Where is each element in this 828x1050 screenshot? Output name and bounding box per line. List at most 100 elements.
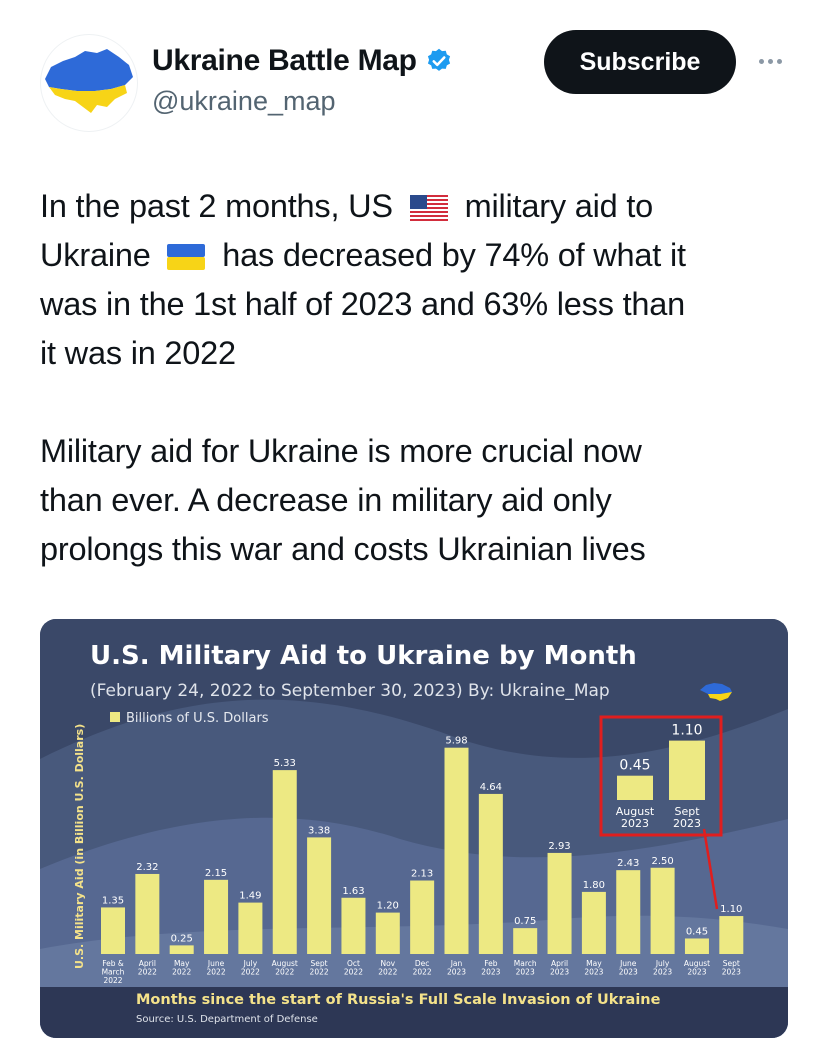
x-tick-label-15-1: 2023	[619, 968, 638, 977]
legend-label: Billions of U.S. Dollars	[126, 711, 269, 726]
x-tick-label-1-1: 2022	[138, 968, 157, 977]
x-tick-label-14-0: May	[586, 959, 602, 968]
display-name-text: Ukraine Battle Map	[152, 44, 417, 77]
chart-source: Source: U.S. Department of Defense	[136, 1014, 318, 1025]
legend-swatch	[110, 712, 120, 722]
bar-8	[375, 912, 400, 954]
x-tick-label-18-0: Sept	[723, 959, 740, 968]
bar-value-label-10: 5.98	[445, 736, 467, 747]
x-tick-label-3-1: 2022	[207, 968, 226, 977]
bar-value-label-5: 5.33	[274, 758, 296, 769]
inset-value-label-1: 1.10	[671, 723, 702, 739]
x-tick-label-10-1: 2023	[447, 968, 466, 977]
bar-value-label-11: 4.64	[480, 782, 502, 793]
subscribe-button[interactable]: Subscribe	[544, 30, 736, 94]
x-tick-label-15-0: June	[619, 959, 637, 968]
inset-bar-1	[669, 740, 705, 800]
display-name[interactable]: Ukraine Battle Map	[152, 44, 453, 78]
ukraine-map-icon	[45, 49, 133, 113]
x-tick-label-8-0: Nov	[380, 959, 395, 968]
bar-2	[169, 945, 194, 954]
inset-tick-label-0-0: August	[616, 805, 655, 818]
x-tick-label-13-1: 2023	[550, 968, 569, 977]
x-tick-label-16-1: 2023	[653, 968, 672, 977]
x-tick-label-17-1: 2023	[687, 968, 706, 977]
inset-highlight-box	[599, 715, 723, 837]
x-tick-label-13-0: April	[551, 959, 568, 968]
bar-5	[272, 770, 297, 954]
x-tick-label-14-1: 2023	[584, 968, 603, 977]
x-tick-label-16-0: July	[655, 959, 670, 968]
bar-value-label-12: 0.75	[514, 916, 536, 927]
x-axis-label: Months since the start of Russia's Full …	[136, 992, 661, 1008]
bar-value-label-6: 3.38	[308, 825, 330, 836]
bar-4	[238, 902, 263, 954]
x-tick-label-0-0: Feb &	[102, 959, 124, 968]
inset-tick-label-1-1: 2023	[673, 817, 701, 830]
bar-9	[410, 880, 435, 954]
tweet-paragraph-2: Military aid for Ukraine is more crucial…	[40, 433, 646, 567]
x-tick-label-6-0: Sept	[311, 959, 328, 968]
subtitle-flag-icon	[700, 683, 732, 701]
bar-value-label-9: 2.13	[411, 869, 433, 880]
chart-title: U.S. Military Aid to Ukraine by Month	[90, 641, 637, 671]
x-tick-label-4-1: 2022	[241, 968, 260, 977]
more-icon[interactable]	[750, 46, 790, 76]
x-tick-label-17-0: August	[684, 959, 710, 968]
bar-value-label-16: 2.50	[651, 856, 673, 867]
inset-connector-line	[702, 828, 719, 910]
bar-value-label-8: 1.20	[377, 901, 399, 912]
inset-tick-label-0-1: 2023	[621, 817, 649, 830]
x-tick-label-0-1: March	[102, 968, 125, 977]
bar-1	[135, 873, 160, 954]
bar-value-label-18: 1.10	[720, 904, 742, 915]
x-tick-label-11-0: Feb	[484, 959, 498, 968]
x-tick-label-8-1: 2022	[378, 968, 397, 977]
bar-value-label-1: 2.32	[136, 862, 158, 873]
verified-badge-icon	[427, 48, 450, 71]
inset-tick-label-1-0: Sept	[674, 805, 700, 818]
bar-13	[547, 852, 572, 954]
handle[interactable]: @ukraine_map	[152, 86, 336, 116]
bar-value-label-15: 2.43	[617, 858, 639, 869]
bar-value-label-4: 1.49	[239, 891, 261, 902]
x-tick-label-2-0: May	[174, 959, 190, 968]
bar-chart: U.S. Military Aid to Ukraine by Month (F…	[40, 619, 788, 1038]
x-tick-label-1-0: April	[139, 959, 156, 968]
bar-17	[684, 938, 709, 954]
bar-value-label-13: 2.93	[548, 841, 570, 852]
bar-value-label-14: 1.80	[583, 880, 605, 891]
inset-bar-0	[617, 775, 653, 800]
avatar[interactable]	[40, 34, 138, 132]
x-tick-label-7-0: Oct	[347, 959, 360, 968]
tweet-image[interactable]: U.S. Military Aid to Ukraine by Month (F…	[40, 619, 788, 1038]
bar-value-label-7: 1.63	[342, 886, 364, 897]
x-tick-label-3-0: June	[207, 959, 225, 968]
x-tick-label-5-1: 2022	[275, 968, 294, 977]
x-tick-label-9-1: 2022	[413, 968, 432, 977]
bar-18	[719, 916, 744, 954]
x-tick-label-7-1: 2022	[344, 968, 363, 977]
bar-14	[581, 891, 606, 954]
bar-value-label-2: 0.25	[171, 933, 193, 944]
x-tick-label-12-1: 2023	[516, 968, 535, 977]
x-tick-label-4-0: July	[243, 959, 258, 968]
bar-3	[204, 879, 229, 954]
x-tick-label-5-0: August	[272, 959, 298, 968]
x-tick-label-2-1: 2022	[172, 968, 191, 977]
chart-subtitle: (February 24, 2022 to September 30, 2023…	[90, 681, 610, 701]
us-flag-icon	[409, 195, 448, 222]
x-tick-label-11-1: 2023	[481, 968, 500, 977]
x-tick-label-10-0: Jan	[450, 959, 463, 968]
bar-6	[307, 837, 332, 954]
inset-value-label-0: 0.45	[619, 758, 650, 774]
x-tick-label-9-0: Dec	[415, 959, 430, 968]
tweet-paragraph-1: In the past 2 months, US military aid to…	[40, 188, 686, 371]
bar-11	[478, 793, 503, 954]
x-tick-label-12-0: March	[514, 959, 537, 968]
tweet-text: In the past 2 months, US military aid to…	[40, 182, 800, 574]
y-axis-label: U.S. Military Aid (in Billion U.S. Dolla…	[73, 724, 86, 969]
ukraine-flag-icon	[167, 244, 206, 271]
bar-12	[513, 928, 538, 954]
bar-16	[650, 867, 675, 954]
